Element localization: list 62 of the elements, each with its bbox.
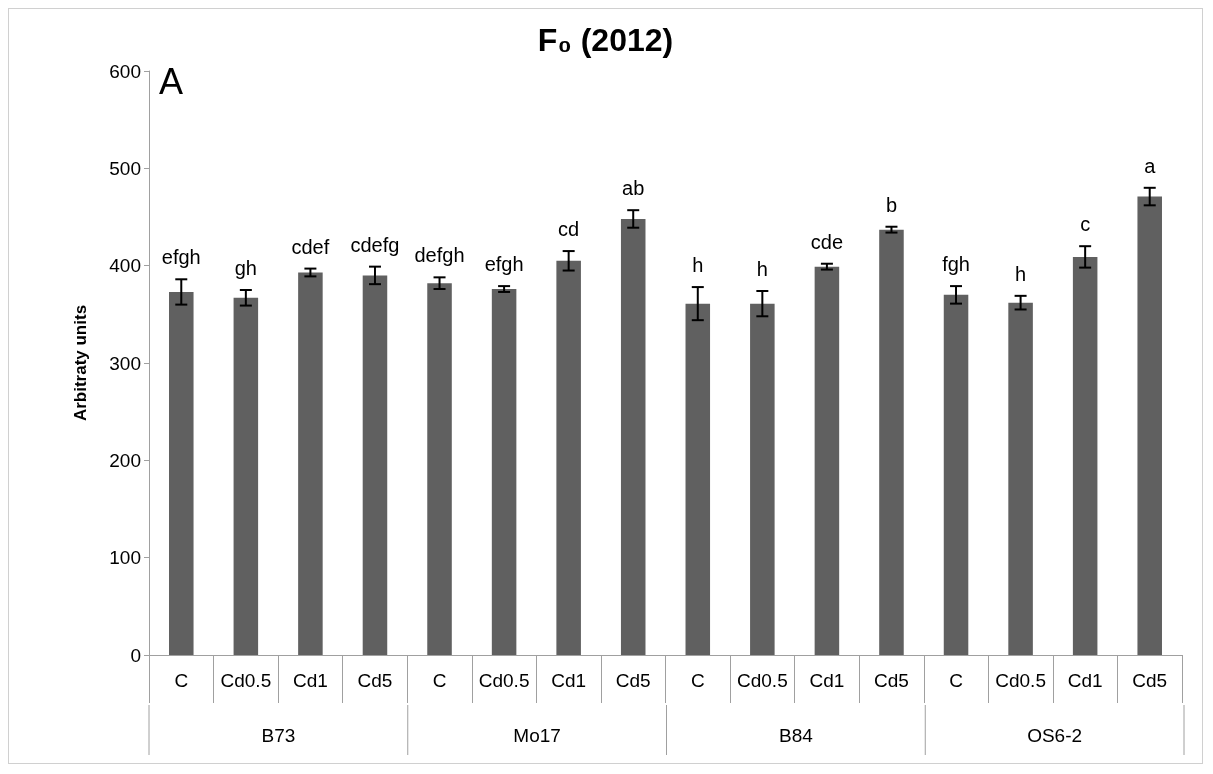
y-tick-label: 600 [109, 60, 141, 82]
data-label: defgh [414, 244, 465, 267]
bar [685, 303, 711, 655]
x-tick-label: Cd1 [292, 670, 328, 691]
bar [943, 294, 969, 655]
annotation: A [159, 60, 184, 102]
text: OS6-2 [1027, 724, 1083, 746]
data-label: efgh [484, 253, 524, 276]
y-tick-label: 0 [130, 644, 141, 666]
data-label: cdefg [350, 233, 400, 256]
bar [491, 289, 517, 655]
data-label: h [756, 257, 768, 280]
bar [750, 303, 775, 655]
x-tick-label: Cd0.5 [478, 670, 530, 691]
data-label: c [1080, 213, 1091, 236]
x-tick-label: C [432, 670, 447, 691]
data-label: a [1144, 154, 1157, 177]
y-tick-label: 300 [109, 352, 141, 374]
text: B84 [778, 724, 814, 746]
x-tick-label: C [690, 670, 705, 691]
bar [427, 283, 452, 655]
data-label: gh [234, 256, 257, 279]
text: Mo17 [513, 724, 561, 746]
x-tick-label: C [174, 670, 189, 691]
data-label: cde [810, 230, 844, 253]
x-tick-label: Cd0.5 [995, 670, 1046, 691]
data-label: b [885, 193, 898, 216]
bar [1137, 196, 1162, 655]
x-tick-label: Cd0.5 [736, 670, 788, 691]
x-tick-label: Cd1 [551, 670, 587, 691]
data-label: efgh [161, 246, 201, 269]
data-label: cdef [291, 235, 330, 258]
y-tick-label: 100 [109, 547, 141, 569]
x-tick-label: Cd1 [809, 670, 845, 691]
y-tick-label: 200 [109, 449, 141, 471]
data-label: h [692, 254, 704, 277]
bar [169, 291, 194, 655]
bar [1072, 256, 1098, 655]
x-tick-label: Cd5 [615, 670, 651, 691]
bar [879, 229, 904, 655]
x-tick-label: Cd0.5 [220, 670, 272, 691]
y-axis-title: Arbitraty units [71, 304, 90, 422]
text: B73 [261, 724, 296, 746]
chart-title: F₀ (2012) [537, 22, 674, 58]
bar [233, 297, 259, 655]
data-label: fgh [942, 253, 970, 276]
bar [814, 266, 840, 655]
bar [298, 272, 323, 655]
bar [1008, 302, 1033, 655]
x-tick-label: Cd5 [1132, 670, 1168, 691]
x-tick-label: Cd5 [357, 670, 393, 691]
x-tick-label: Cd5 [874, 670, 909, 691]
x-tick-label: C [949, 670, 963, 691]
data-label: ab [622, 177, 645, 200]
data-label: h [1015, 262, 1027, 285]
data-label: cd [558, 218, 580, 241]
bar [362, 275, 388, 655]
bar [556, 260, 581, 655]
x-tick-label: Cd1 [1067, 670, 1103, 691]
y-tick-label: 500 [109, 157, 141, 179]
y-tick-label: 400 [109, 255, 141, 277]
bar [620, 218, 646, 655]
